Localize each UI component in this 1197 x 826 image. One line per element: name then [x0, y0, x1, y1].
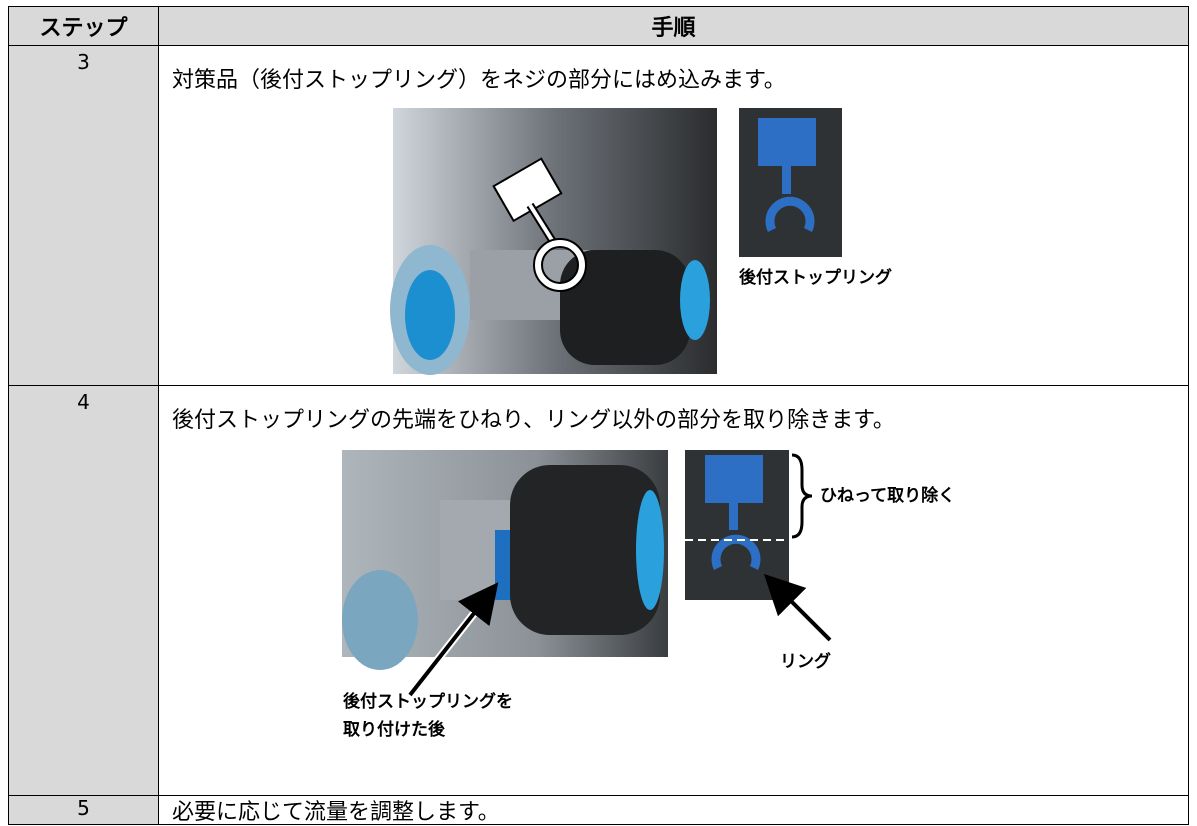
step-text: 後付ストップリングの先端をひねり、リング以外の部分を取り除きます。 — [172, 408, 895, 433]
caption: ひねって取り除く — [820, 486, 956, 506]
caption: 取り付けた後 — [343, 720, 445, 740]
step-text: 必要に応じて流量を調整します。 — [172, 800, 500, 825]
caption: 後付ストップリング — [739, 268, 892, 288]
step-text: 対策品（後付ストップリング）をネジの部分にはめ込みます。 — [172, 68, 786, 93]
step-number: 4 — [8, 385, 159, 796]
header-step: ステップ — [8, 6, 159, 46]
caption: リング — [780, 652, 831, 672]
caption: 後付ストップリングを — [343, 692, 513, 712]
